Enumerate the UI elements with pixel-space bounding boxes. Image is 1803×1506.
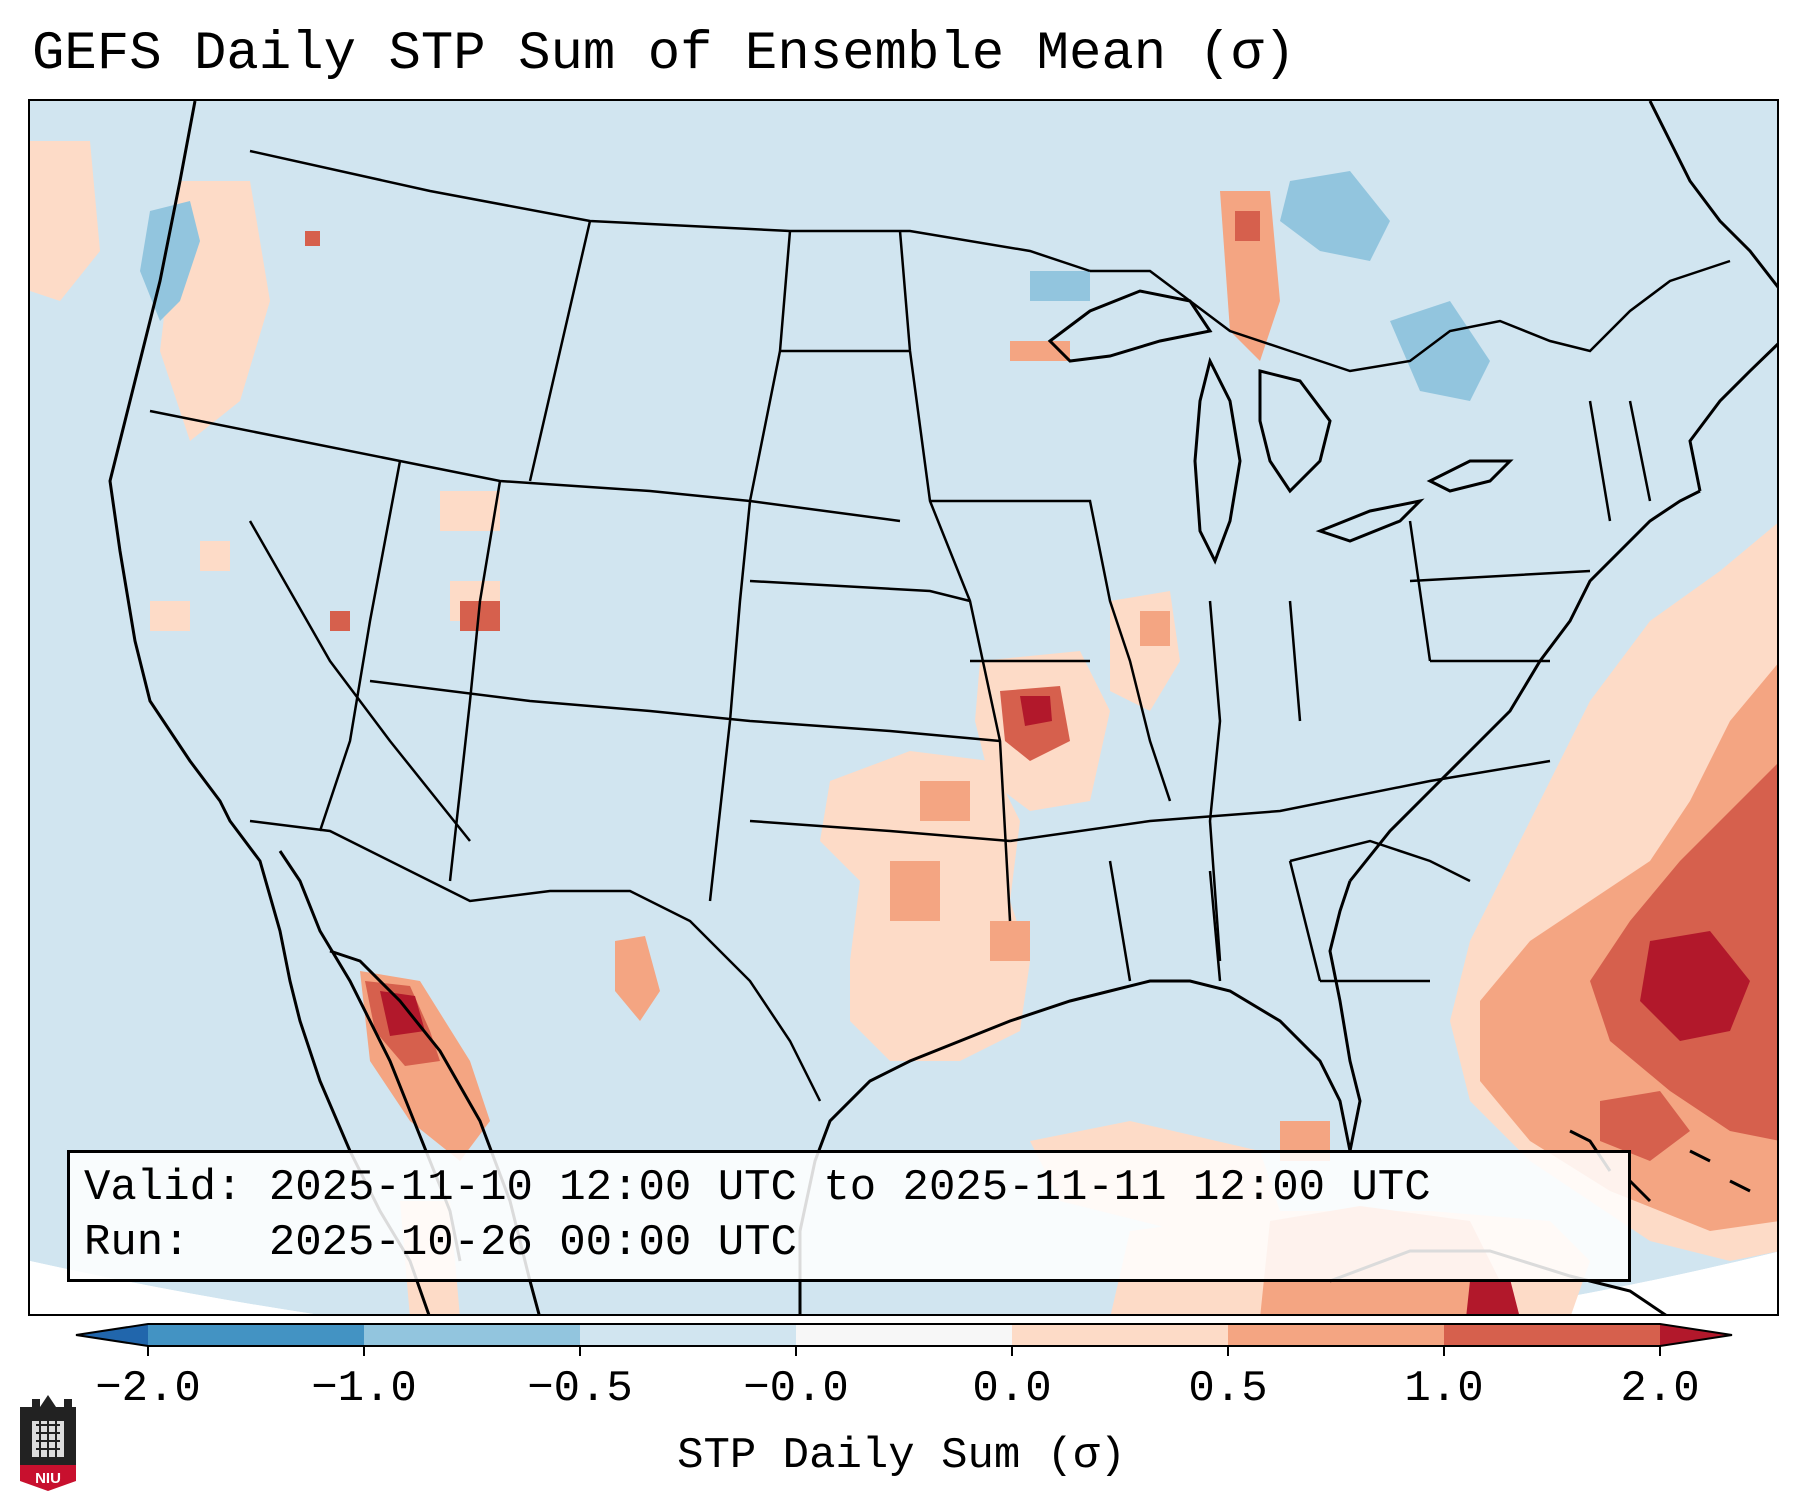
northeast-coast-line — [1688, 342, 1777, 492]
map-panel — [28, 99, 1779, 1316]
west-states-5 — [448, 480, 502, 882]
valid-run-info-box: Valid: 2025-11-10 12:00 UTC to 2025-11-1… — [67, 1150, 1631, 1282]
offshore-west-light-area — [30, 141, 100, 301]
missouri-extreme-area — [1020, 696, 1052, 726]
east-coast-line — [1348, 489, 1701, 882]
illinois-medium-spot — [1140, 611, 1170, 646]
midwest-4 — [1208, 600, 1222, 962]
colorbar-bin — [148, 1324, 365, 1346]
colorbar-tick-label: 0.0 — [972, 1364, 1052, 1414]
canada-coast-line — [1648, 101, 1777, 289]
texas-medium-spots — [890, 781, 1030, 961]
northeast-1 — [1408, 520, 1591, 663]
upper-michigan-high-spot — [1235, 211, 1260, 241]
west-states-4 — [369, 679, 1001, 743]
washington-coast-negative — [140, 201, 200, 321]
colorbar-under-arrow — [76, 1324, 148, 1346]
colorbar-tick-label: 2.0 — [1620, 1364, 1700, 1414]
bahamas-2 — [1628, 1179, 1652, 1203]
west-states-3 — [318, 460, 402, 832]
mexico-border — [249, 819, 822, 1102]
colorbar-tick-label: −1.0 — [311, 1364, 417, 1414]
lake-superior-negative — [1030, 271, 1090, 301]
colorbar-bin — [1444, 1324, 1661, 1346]
new-england-negative — [1390, 301, 1490, 401]
west-states-1 — [149, 409, 901, 523]
run-time-text: Run: 2025-10-26 00:00 UTC — [84, 1218, 797, 1268]
niu-logo: NIU — [20, 1395, 76, 1491]
bahamas-high-area — [1600, 1091, 1690, 1161]
logo-shield — [20, 1465, 76, 1491]
colorbar-bin — [796, 1324, 1013, 1346]
southeast-2 — [1289, 839, 1471, 883]
southeast-1 — [1108, 860, 1430, 983]
logo-text: NIU — [35, 1470, 61, 1487]
lake-superior — [1047, 289, 1213, 363]
colorbar-tick-label: 1.0 — [1404, 1364, 1484, 1414]
florida-line — [1328, 880, 1362, 1152]
great-lakes — [1047, 289, 1514, 565]
plains-3 — [898, 230, 1012, 922]
lake-michigan — [1193, 356, 1242, 565]
great-lakes-border — [1090, 259, 1731, 373]
colorbar-tick-label: −2.0 — [95, 1364, 201, 1414]
bahamas-4 — [1729, 1179, 1751, 1193]
northeast-2 — [1588, 400, 1652, 522]
midwest-1 — [930, 499, 1172, 802]
lake-erie — [1315, 498, 1425, 543]
west-states-2 — [248, 520, 471, 842]
colorbar-bin — [364, 1324, 581, 1346]
colorbar-bin — [580, 1324, 797, 1346]
west-states-6 — [708, 500, 752, 902]
cuba-extreme-area — [1466, 1279, 1519, 1314]
plains-4 — [749, 579, 971, 603]
colorbar-label: STP Daily Sum (σ) — [677, 1431, 1126, 1481]
atlantic-extreme-area — [1640, 931, 1750, 1041]
colorbar-tick-label: −0.5 — [527, 1364, 633, 1414]
big-bend-area — [615, 936, 660, 1021]
midwest-3 — [1009, 759, 1551, 843]
gulf-california-extreme-area — [380, 991, 425, 1036]
lake-ontario — [1426, 459, 1514, 493]
colorbar-tick-label: 0.5 — [1188, 1364, 1268, 1414]
west-coast-line — [108, 101, 431, 1314]
plains-6 — [749, 819, 1011, 843]
colorbar-over-arrow — [1660, 1324, 1732, 1346]
map-canvas — [30, 101, 1777, 1314]
plains-1 — [528, 220, 592, 482]
gulf-coast-line — [798, 979, 1352, 1314]
colorbar — [75, 1323, 1733, 1356]
colorbar-bin — [1228, 1324, 1445, 1346]
bahamas-3 — [1689, 1149, 1711, 1163]
colorbar-bin — [1012, 1324, 1229, 1346]
midwest-5 — [1288, 600, 1302, 722]
colorbar-tick-label: −0.0 — [743, 1364, 849, 1414]
lake-huron — [1258, 369, 1332, 494]
valid-time-text: Valid: 2025-11-10 12:00 UTC to 2025-11-1… — [84, 1163, 1431, 1213]
state-borders — [149, 149, 1731, 1102]
quebec-negative — [1280, 171, 1390, 261]
chart-title: GEFS Daily STP Sum of Ensemble Mean (σ) — [32, 24, 1296, 85]
outside-domain — [30, 1251, 1777, 1314]
